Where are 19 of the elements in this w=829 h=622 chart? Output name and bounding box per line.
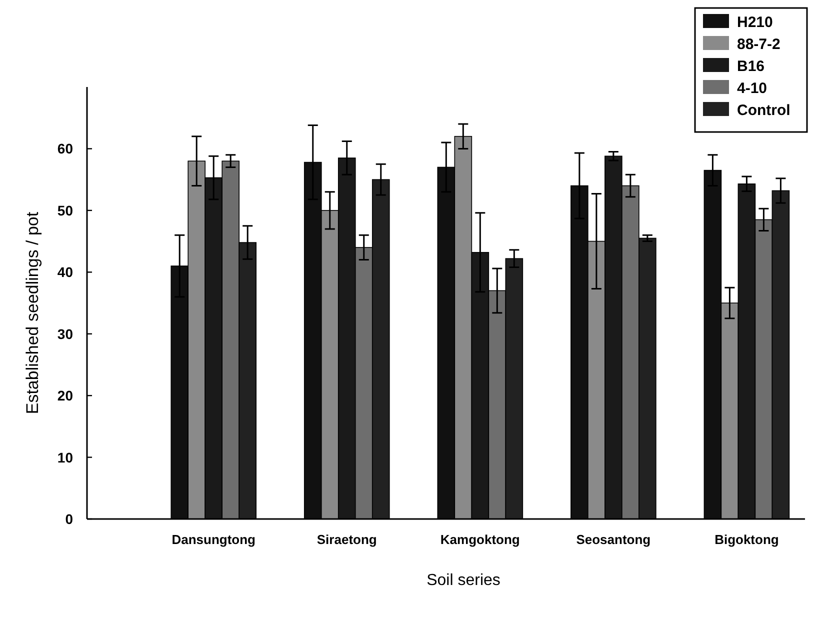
- legend-label: B16: [737, 58, 765, 75]
- y-tick-label: 30: [57, 326, 74, 342]
- x-tick-label: Dansungtong: [172, 532, 256, 547]
- y-tick-label: 10: [57, 449, 74, 466]
- legend-label: 4-10: [737, 80, 768, 97]
- y-tick-label: 40: [57, 264, 74, 280]
- y-tick-label: 50: [57, 202, 74, 218]
- x-tick-label: Siraetong: [316, 532, 377, 547]
- y-tick-label: 20: [57, 388, 74, 404]
- x-tick-label: Kamgoktong: [440, 532, 520, 547]
- y-axis-title: Established seedlings / pot: [23, 212, 42, 414]
- y-tick-label: 60: [57, 140, 74, 157]
- x-axis-title: Soil series: [426, 572, 500, 589]
- legend-label: Control: [737, 102, 790, 119]
- legend-label: H210: [737, 14, 773, 31]
- x-tick-label: Bigoktong: [714, 532, 779, 547]
- legend-label: 88-7-2: [737, 36, 780, 53]
- x-tick-label: Seosantong: [576, 532, 651, 547]
- y-tick-label: 0: [65, 511, 74, 527]
